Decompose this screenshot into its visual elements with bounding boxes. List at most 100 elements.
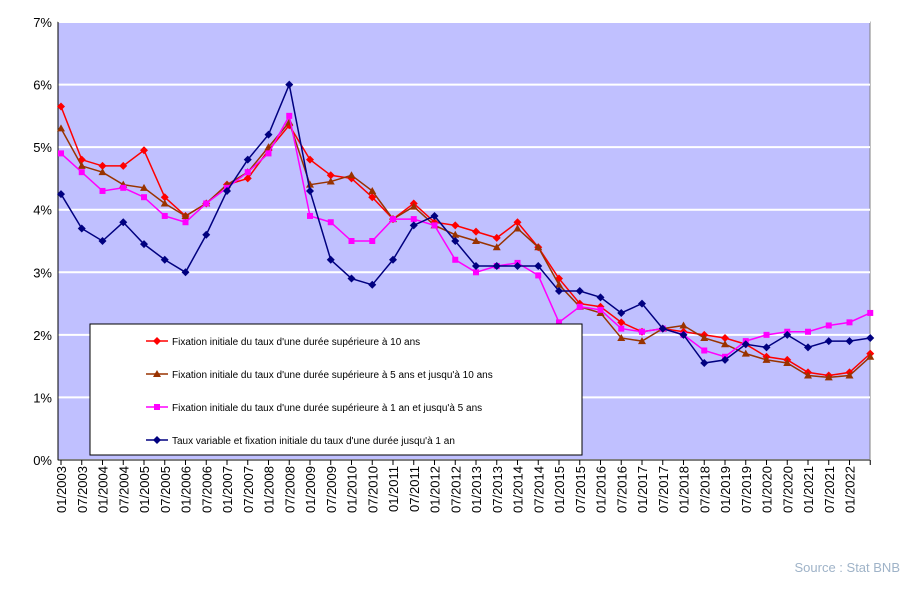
point bbox=[389, 255, 397, 264]
point bbox=[679, 321, 688, 329]
point bbox=[98, 168, 107, 176]
point bbox=[410, 216, 417, 223]
point bbox=[306, 180, 314, 188]
point bbox=[866, 352, 875, 360]
point bbox=[78, 169, 85, 176]
x-tick-label: 01/2003 bbox=[54, 466, 69, 513]
point bbox=[762, 343, 771, 352]
point bbox=[513, 262, 522, 271]
point bbox=[306, 186, 314, 195]
x-tick-label: 07/2010 bbox=[365, 466, 380, 513]
point bbox=[473, 269, 479, 276]
point bbox=[120, 184, 127, 191]
point bbox=[824, 337, 833, 346]
point bbox=[555, 280, 563, 288]
point bbox=[153, 436, 161, 444]
point bbox=[845, 337, 854, 346]
point bbox=[596, 293, 605, 302]
point bbox=[804, 371, 812, 379]
y-tick-label: 3% bbox=[33, 265, 52, 280]
point bbox=[472, 262, 480, 271]
point bbox=[326, 177, 335, 185]
point bbox=[140, 183, 148, 191]
point bbox=[451, 221, 460, 230]
point bbox=[181, 211, 190, 219]
x-tick-label: 07/2003 bbox=[75, 466, 90, 513]
point bbox=[203, 200, 210, 207]
point bbox=[451, 230, 460, 238]
point bbox=[99, 187, 106, 194]
point bbox=[824, 373, 833, 381]
point bbox=[347, 171, 356, 179]
point bbox=[617, 308, 626, 317]
point bbox=[492, 233, 501, 242]
point bbox=[223, 186, 231, 195]
point bbox=[576, 303, 583, 310]
point bbox=[98, 161, 107, 170]
point bbox=[57, 124, 65, 132]
x-tick-label: 01/2007 bbox=[220, 466, 235, 513]
point bbox=[639, 328, 645, 335]
point bbox=[285, 80, 294, 89]
x-tick-label: 07/2018 bbox=[697, 466, 712, 513]
point bbox=[492, 243, 501, 251]
y-tick-label: 2% bbox=[33, 328, 52, 343]
point bbox=[140, 240, 148, 249]
point bbox=[597, 306, 604, 313]
point bbox=[638, 299, 646, 308]
point bbox=[846, 319, 853, 326]
point bbox=[140, 146, 148, 155]
x-tick-label: 01/2016 bbox=[594, 466, 609, 513]
point bbox=[77, 161, 86, 169]
x-tick-label: 01/2009 bbox=[303, 466, 318, 513]
point bbox=[153, 370, 161, 377]
point bbox=[492, 262, 501, 271]
y-tick-label: 6% bbox=[33, 78, 52, 93]
point bbox=[513, 218, 522, 227]
y-tick-label: 0% bbox=[33, 453, 52, 468]
point bbox=[306, 155, 314, 164]
y-tick-label: 5% bbox=[33, 140, 52, 155]
x-tick-label: 01/2017 bbox=[635, 466, 650, 513]
x-tick-label: 01/2014 bbox=[511, 466, 526, 513]
point bbox=[369, 238, 376, 244]
legend-label: Fixation initiale du taux d'une durée su… bbox=[172, 403, 482, 414]
point bbox=[556, 319, 562, 326]
x-tick-label: 07/2017 bbox=[656, 466, 671, 513]
source: Source : Stat BNB bbox=[795, 560, 901, 575]
point bbox=[326, 255, 335, 264]
point bbox=[845, 371, 854, 379]
y-tick-label: 7% bbox=[33, 15, 52, 30]
point bbox=[721, 340, 729, 348]
point bbox=[763, 331, 770, 338]
x-tick-label: 01/2013 bbox=[469, 466, 484, 513]
point bbox=[783, 330, 792, 339]
point bbox=[783, 359, 792, 367]
point bbox=[243, 155, 252, 164]
point bbox=[618, 325, 625, 332]
point bbox=[534, 243, 543, 251]
point bbox=[409, 221, 418, 230]
point bbox=[264, 130, 273, 139]
x-tick-label: 01/2005 bbox=[137, 466, 152, 513]
point bbox=[161, 212, 168, 219]
point bbox=[244, 169, 251, 176]
point bbox=[658, 324, 667, 333]
point bbox=[825, 322, 832, 329]
point bbox=[57, 102, 65, 111]
x-tick-label: 01/2018 bbox=[677, 466, 692, 513]
point bbox=[721, 333, 729, 342]
point bbox=[202, 230, 211, 239]
point bbox=[154, 404, 160, 410]
point bbox=[700, 359, 709, 368]
x-tick-label: 01/2019 bbox=[718, 466, 733, 513]
point bbox=[700, 333, 709, 341]
point bbox=[535, 272, 542, 279]
x-tick-label: 01/2011 bbox=[386, 466, 401, 512]
point bbox=[119, 161, 128, 170]
y-tick-label: 1% bbox=[33, 390, 52, 405]
x-tick-label: 01/2010 bbox=[345, 466, 360, 513]
x-tick-label: 07/2011 bbox=[407, 466, 422, 512]
x-tick-label: 07/2013 bbox=[490, 466, 505, 513]
point bbox=[243, 174, 252, 183]
